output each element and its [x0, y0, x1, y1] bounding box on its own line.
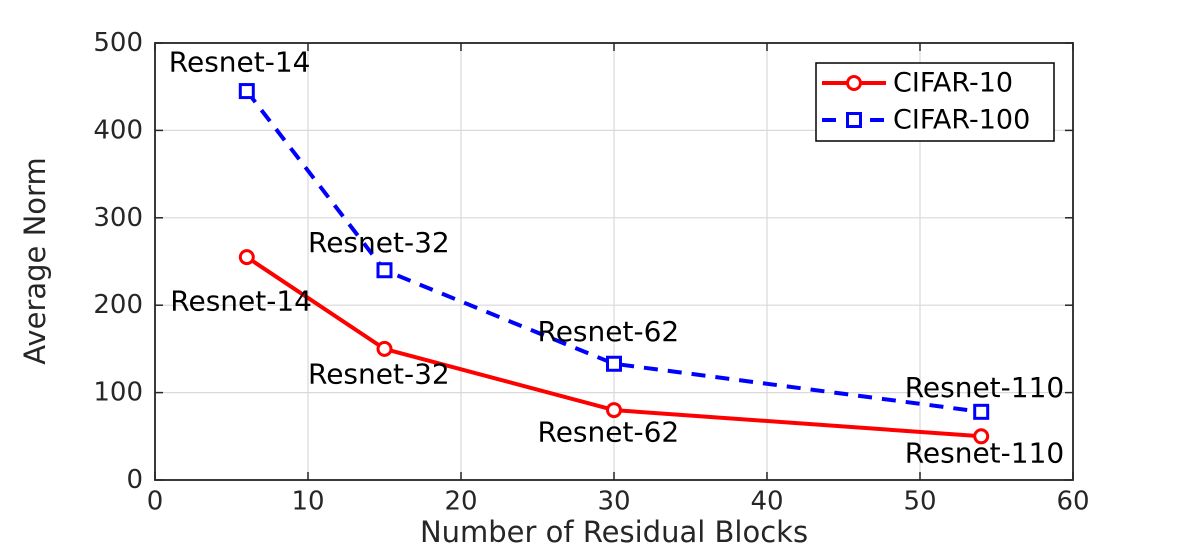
series-line-cifar-100	[245, 89, 982, 414]
marker-circle-cifar-10	[973, 428, 990, 445]
marker-square-cifar-100	[606, 355, 622, 372]
y-tick-label: 400	[93, 115, 143, 145]
y-axis-label: Average Norm	[18, 157, 52, 365]
marker-square-cifar-100	[238, 83, 255, 100]
annotation-resnet-14-cifar-10: Resnet-14	[170, 284, 312, 317]
annotation-resnet-62-cifar-100: Resnet-62	[538, 315, 680, 348]
marker-circle-cifar-10	[238, 249, 255, 266]
y-tick-label: 100	[93, 378, 143, 408]
annotation-resnet-62-cifar-10: Resnet-62	[538, 415, 680, 448]
x-tick-label: 30	[597, 486, 630, 516]
x-tick-label: 50	[903, 486, 936, 516]
marker-circle-cifar-10	[606, 402, 622, 419]
marker-square-cifar-100	[376, 262, 393, 279]
legend-marker-cifar-100	[846, 112, 862, 128]
marker-square-cifar-100	[973, 403, 990, 420]
annotation-resnet-110-cifar-10: Resnet-110	[905, 436, 1065, 469]
x-axis-label: Number of Residual Blocks	[419, 515, 809, 549]
annotation-resnet-32-cifar-100: Resnet-32	[308, 226, 450, 259]
legend-label-cifar-10: CIFAR-10	[893, 68, 1013, 99]
x-tick-label: 60	[1056, 486, 1089, 516]
x-tick-label: 10	[291, 486, 324, 516]
legend-marker-cifar-10	[846, 75, 862, 91]
y-tick-label: 300	[93, 203, 143, 233]
y-tick-label: 500	[93, 28, 143, 58]
annotation-resnet-14-cifar-100: Resnet-14	[169, 46, 311, 79]
x-tick-label: 20	[444, 486, 477, 516]
marker-circle-cifar-10	[376, 340, 393, 357]
y-tick-label: 0	[126, 465, 143, 495]
y-tick-label: 200	[93, 290, 143, 320]
legend-label-cifar-100: CIFAR-100	[893, 105, 1030, 136]
x-tick-label: 40	[750, 486, 783, 516]
annotation-resnet-110-cifar-100: Resnet-110	[905, 371, 1065, 404]
x-tick-label: 0	[147, 486, 164, 516]
annotation-resnet-32-cifar-10: Resnet-32	[308, 358, 450, 391]
series-line-cifar-10	[245, 255, 982, 439]
